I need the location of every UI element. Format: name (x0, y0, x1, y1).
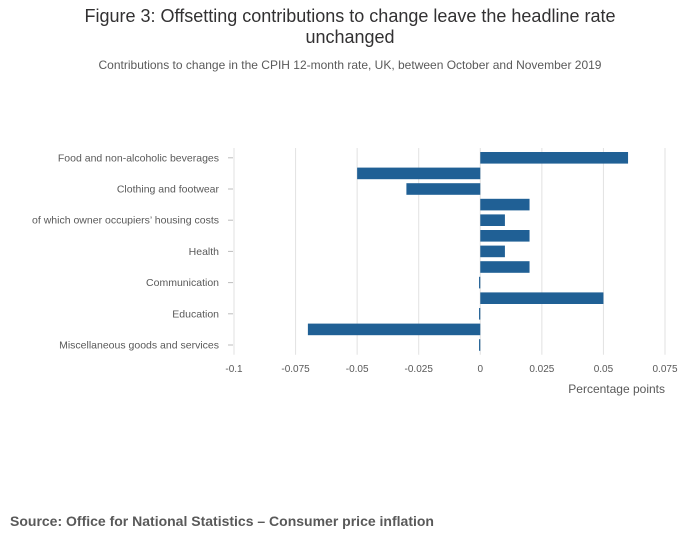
y-category-label: Miscellaneous goods and services (59, 340, 219, 352)
bar (480, 245, 505, 258)
y-category-label: Food and non-alcoholic beverages (58, 152, 219, 164)
y-category-label: Clothing and footwear (117, 184, 220, 196)
bar (480, 292, 604, 304)
x-tick-label: -0.025 (405, 364, 434, 375)
bar (406, 183, 481, 195)
bar (480, 214, 505, 226)
chart-title-line-1: Figure 3: Offsetting contributions to ch… (84, 6, 616, 26)
y-category-label: Communication (146, 277, 219, 289)
y-category-label: Health (189, 246, 220, 258)
chart-title: Figure 3: Offsetting contributions to ch… (0, 6, 700, 48)
x-tick-label: -0.1 (225, 364, 243, 375)
bar (480, 230, 530, 242)
x-tick-label: 0 (478, 364, 484, 375)
y-category-label: of which owner occupiers’ housing costs (32, 215, 219, 227)
bar (479, 276, 481, 289)
x-tick-label: 0.025 (529, 364, 554, 375)
x-axis-label: Percentage points (568, 382, 665, 396)
x-tick-label: -0.05 (346, 364, 369, 375)
bar (479, 308, 481, 320)
x-tick-label: 0.05 (594, 364, 614, 375)
x-tick-label: 0.075 (652, 364, 677, 375)
chart-subtitle: Contributions to change in the CPIH 12-m… (98, 58, 602, 72)
bar (479, 339, 481, 351)
bar (307, 323, 481, 336)
bar (480, 261, 530, 273)
bar (357, 167, 481, 180)
chart-title-line-2: unchanged (305, 27, 395, 47)
bar (480, 198, 530, 211)
y-category-label: Education (172, 308, 219, 320)
bar (480, 152, 629, 164)
source-note: Source: Office for National Statistics –… (10, 513, 434, 529)
x-tick-label: -0.075 (281, 364, 310, 375)
